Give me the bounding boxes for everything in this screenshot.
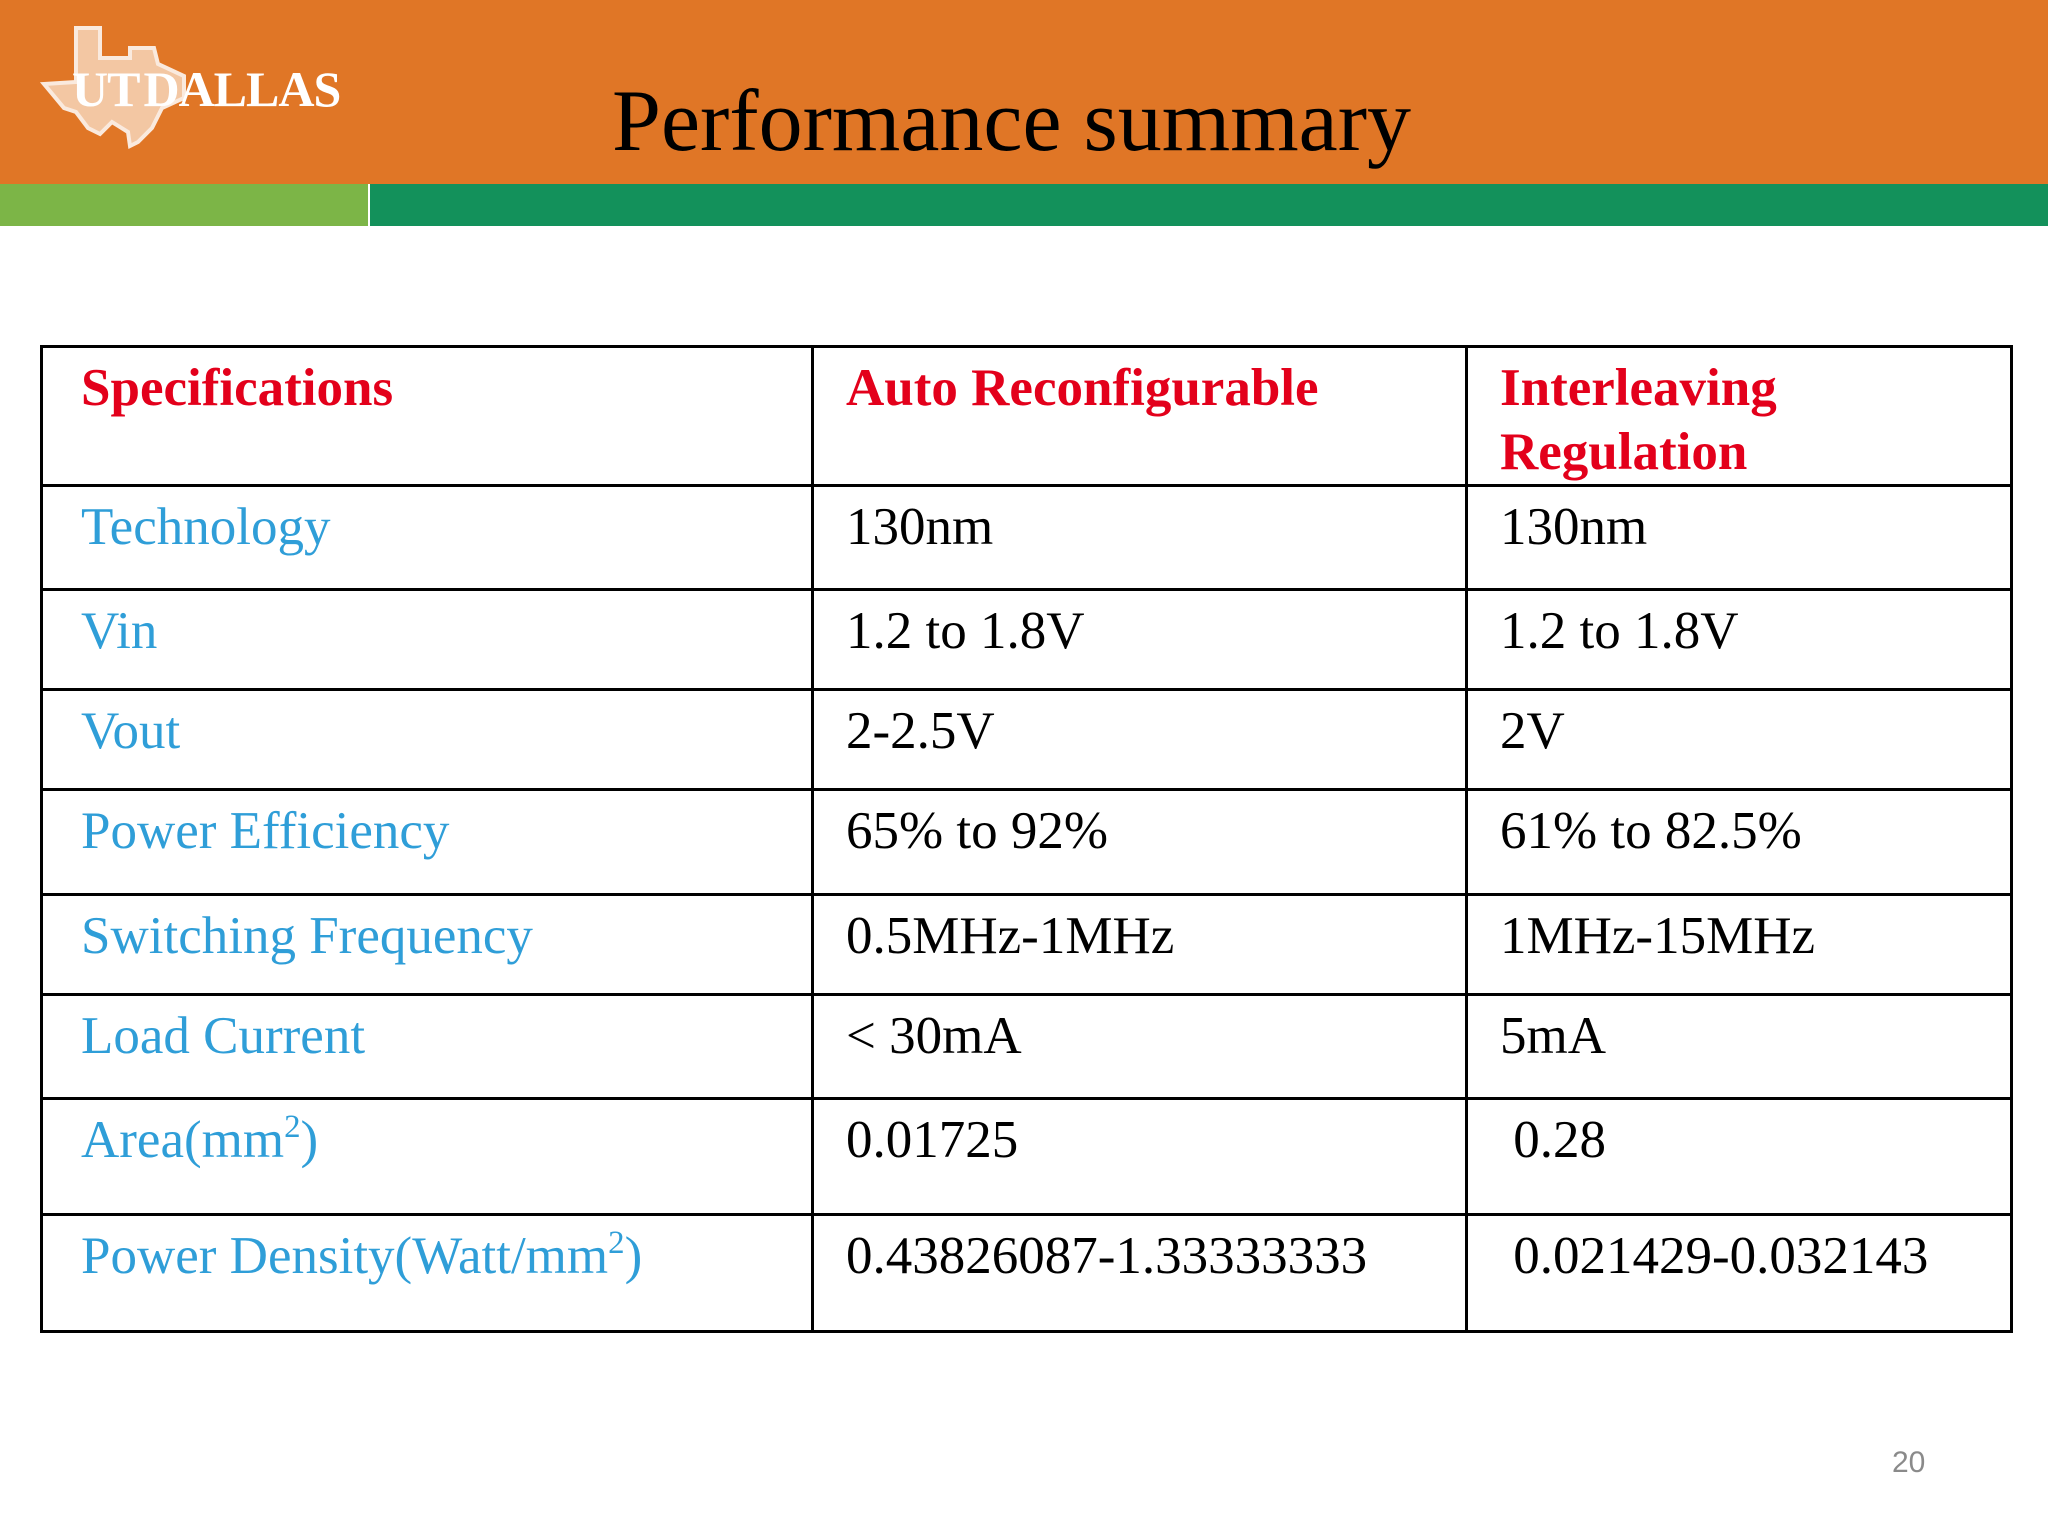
auto-value-cell: 0.5MHz-1MHz bbox=[811, 893, 1468, 996]
table-row: Area(mm2) 0.01725 0.28 bbox=[40, 1097, 2013, 1216]
header-stripe-light bbox=[0, 184, 368, 226]
spec-text: Area(mm bbox=[81, 1111, 285, 1169]
auto-value-cell: 2-2.5V bbox=[811, 688, 1468, 791]
superscript: 2 bbox=[608, 1224, 625, 1261]
interleaving-value-cell: 130nm bbox=[1465, 484, 2013, 591]
ut-dallas-logo: UTDALLAS bbox=[34, 24, 394, 154]
auto-value-cell: < 30mA bbox=[811, 993, 1468, 1100]
table-row: Switching Frequency 0.5MHz-1MHz 1MHz-15M… bbox=[40, 893, 2013, 996]
spec-cell: Switching Frequency bbox=[40, 893, 814, 996]
performance-table: Specifications Auto Reconfigurable Inter… bbox=[40, 345, 2013, 1333]
auto-value-cell: 130nm bbox=[811, 484, 1468, 591]
table-header-row: Specifications Auto Reconfigurable Inter… bbox=[40, 345, 2013, 487]
table-row: Vout 2-2.5V 2V bbox=[40, 688, 2013, 791]
header-stripe-dark bbox=[370, 184, 2048, 226]
header-cell-auto-reconfigurable: Auto Reconfigurable bbox=[811, 345, 1468, 487]
auto-value-cell: 0.01725 bbox=[811, 1097, 1468, 1216]
spec-tail: ) bbox=[300, 1111, 319, 1169]
logo-ut: UT bbox=[72, 61, 140, 117]
table-row: Vin 1.2 to 1.8V 1.2 to 1.8V bbox=[40, 588, 2013, 691]
header-banner bbox=[0, 0, 2048, 184]
spec-cell: Vout bbox=[40, 688, 814, 791]
texas-star-logo-icon bbox=[39, 26, 186, 150]
logo-wordmark: UTDALLAS bbox=[72, 60, 341, 118]
spec-cell: Area(mm2) bbox=[40, 1097, 814, 1216]
interleaving-value-cell: 0.28 bbox=[1465, 1097, 2013, 1216]
superscript: 2 bbox=[284, 1108, 301, 1145]
page-number: 20 bbox=[1892, 1446, 1926, 1479]
spec-cell: Power Density(Watt/mm2) bbox=[40, 1213, 814, 1333]
interleaving-value-cell: 61% to 82.5% bbox=[1465, 788, 2013, 896]
table-row: Power Efficiency 65% to 92% 61% to 82.5% bbox=[40, 788, 2013, 896]
table-row: Power Density(Watt/mm2) 0.43826087-1.333… bbox=[40, 1213, 2013, 1333]
spec-cell: Load Current bbox=[40, 993, 814, 1100]
table-row: Load Current < 30mA 5mA bbox=[40, 993, 2013, 1100]
header-cell-specifications: Specifications bbox=[40, 345, 814, 487]
spec-cell: Power Efficiency bbox=[40, 788, 814, 896]
spec-text: Power Density(Watt/mm bbox=[81, 1227, 609, 1285]
auto-value-cell: 0.43826087-1.33333333 bbox=[811, 1213, 1468, 1333]
table-body: Specifications Auto Reconfigurable Inter… bbox=[40, 345, 2013, 1333]
interleaving-value-cell: 1.2 to 1.8V bbox=[1465, 588, 2013, 691]
spec-tail: ) bbox=[624, 1227, 643, 1285]
interleaving-value-cell: 5mA bbox=[1465, 993, 2013, 1100]
spec-cell: Vin bbox=[40, 588, 814, 691]
logo-dallas: DALLAS bbox=[143, 61, 341, 117]
slide-title: Performance summary bbox=[612, 73, 1412, 170]
auto-value-cell: 1.2 to 1.8V bbox=[811, 588, 1468, 691]
interleaving-value-cell: 0.021429-0.032143 bbox=[1465, 1213, 2013, 1333]
spec-cell: Technology bbox=[40, 484, 814, 591]
auto-value-cell: 65% to 92% bbox=[811, 788, 1468, 896]
table-row: Technology 130nm 130nm bbox=[40, 484, 2013, 591]
header-cell-interleaving-regulation: Interleaving Regulation bbox=[1465, 345, 2013, 487]
interleaving-value-cell: 2V bbox=[1465, 688, 2013, 791]
interleaving-value-cell: 1MHz-15MHz bbox=[1465, 893, 2013, 996]
